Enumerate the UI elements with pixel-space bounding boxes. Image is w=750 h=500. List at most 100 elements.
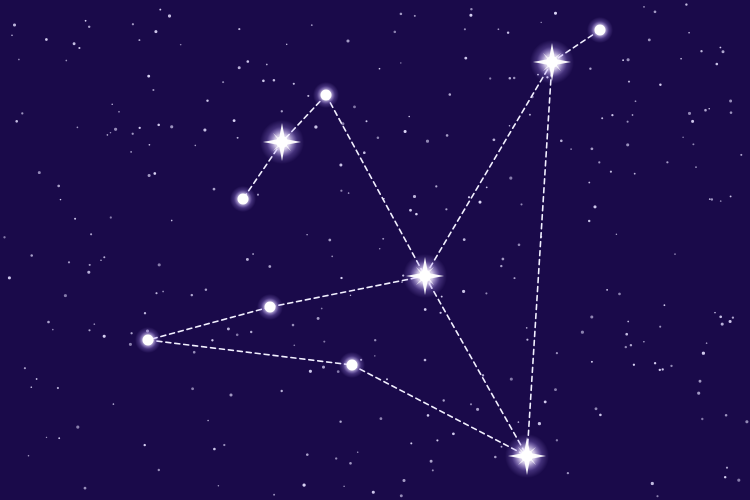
background-star xyxy=(728,319,732,324)
background-star xyxy=(356,451,359,453)
background-star xyxy=(76,126,79,129)
background-star xyxy=(626,58,630,62)
background-star xyxy=(476,407,480,411)
background-star xyxy=(555,439,559,442)
background-star xyxy=(485,292,488,295)
bright-star-icon xyxy=(505,434,549,478)
constellation-line xyxy=(325,94,426,277)
background-star xyxy=(429,459,433,463)
background-star xyxy=(714,311,716,314)
background-star xyxy=(343,485,345,488)
background-star xyxy=(47,320,50,324)
background-star xyxy=(659,325,662,328)
background-star xyxy=(560,139,563,143)
background-star xyxy=(56,386,60,390)
background-star xyxy=(481,374,485,377)
background-star xyxy=(663,304,666,307)
background-star xyxy=(409,208,412,212)
background-star xyxy=(601,117,604,120)
background-star xyxy=(525,327,528,329)
background-star xyxy=(626,143,630,147)
background-star xyxy=(723,475,727,479)
background-star xyxy=(131,132,134,135)
background-star xyxy=(45,436,48,439)
background-star xyxy=(634,100,637,103)
background-stars xyxy=(3,3,749,498)
constellation-line xyxy=(424,61,553,277)
small-star-icon xyxy=(230,186,256,212)
background-star xyxy=(540,21,542,24)
background-star xyxy=(249,330,253,334)
background-star xyxy=(87,270,91,274)
background-star xyxy=(374,339,377,342)
background-star xyxy=(708,198,711,200)
background-star xyxy=(159,8,162,11)
background-star xyxy=(413,14,416,17)
background-star xyxy=(618,292,621,296)
background-star xyxy=(632,363,636,366)
background-star xyxy=(162,290,164,293)
background-star xyxy=(719,200,722,202)
background-star xyxy=(426,414,430,417)
background-star xyxy=(656,495,659,498)
background-star xyxy=(207,419,209,422)
background-star xyxy=(353,105,356,109)
background-star xyxy=(76,425,80,429)
background-star xyxy=(72,42,76,46)
background-star xyxy=(692,143,695,146)
bright-star-icon xyxy=(403,254,447,298)
background-star xyxy=(27,454,30,457)
background-star xyxy=(666,161,669,164)
background-star xyxy=(340,189,343,192)
background-star xyxy=(590,315,594,319)
background-star xyxy=(280,389,283,393)
background-star xyxy=(543,400,547,404)
background-star xyxy=(658,368,661,372)
background-star xyxy=(463,28,466,31)
background-star xyxy=(415,212,418,216)
background-star xyxy=(594,407,598,411)
background-star xyxy=(393,30,397,34)
small-star-icon xyxy=(313,82,339,108)
bright-star-icon xyxy=(260,120,304,164)
background-star xyxy=(508,125,511,127)
background-star xyxy=(382,237,385,240)
background-star xyxy=(554,388,557,392)
background-star xyxy=(401,281,403,283)
background-star xyxy=(423,308,427,311)
background-star xyxy=(500,445,503,448)
background-star xyxy=(245,257,249,261)
background-star xyxy=(700,50,703,53)
background-star xyxy=(109,131,112,134)
background-star xyxy=(633,172,636,175)
constellation-line xyxy=(147,339,353,366)
background-star xyxy=(293,344,296,347)
background-star xyxy=(235,333,239,337)
background-star xyxy=(478,200,482,204)
background-star xyxy=(128,342,132,346)
background-star xyxy=(154,30,158,34)
background-star xyxy=(13,23,16,27)
background-star xyxy=(492,138,496,142)
small-star-icon xyxy=(587,17,613,43)
background-star xyxy=(680,57,682,60)
background-star xyxy=(336,370,340,373)
background-star xyxy=(485,186,488,189)
background-star xyxy=(232,119,236,122)
background-star xyxy=(148,143,151,146)
background-star xyxy=(431,469,434,472)
background-star xyxy=(725,466,729,469)
background-star xyxy=(346,39,350,43)
background-star xyxy=(217,485,220,487)
background-star xyxy=(691,119,695,123)
background-star xyxy=(554,11,557,15)
background-star xyxy=(627,80,631,83)
background-star xyxy=(203,128,207,132)
background-star xyxy=(537,422,542,426)
background-star xyxy=(316,316,320,320)
background-star xyxy=(130,151,132,153)
background-star xyxy=(442,399,445,402)
background-star xyxy=(100,259,102,262)
background-star xyxy=(306,233,308,236)
